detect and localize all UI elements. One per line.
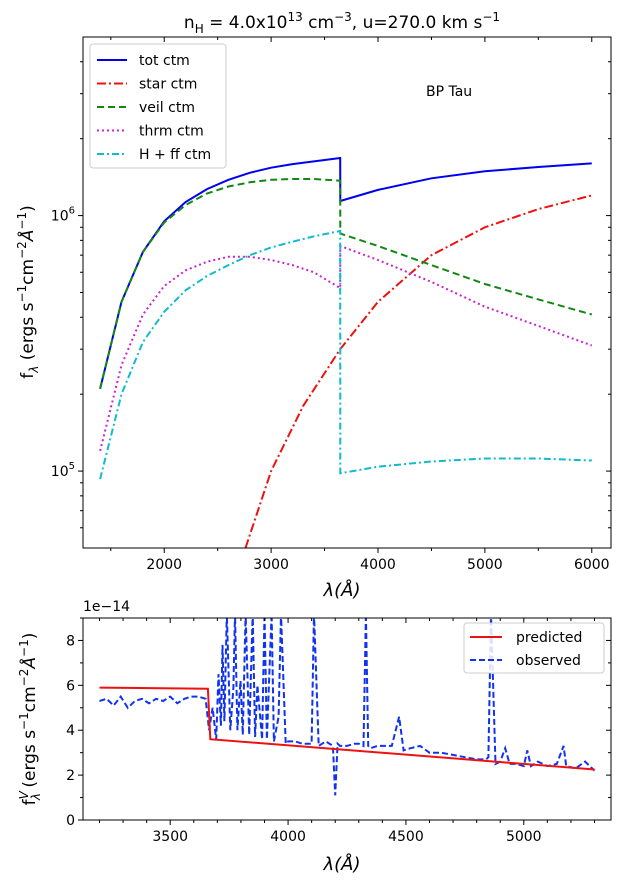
top-series-group — [99, 156, 593, 548]
top-series-line-0 — [99, 156, 592, 390]
bottom-y-tick-label-2: 4 — [66, 723, 75, 739]
bottom-x-label: λ(Å) — [322, 853, 360, 875]
top-chart: nH = 4.0x1013 cm−3, u=270.0 km s−1 2000 3… — [15, 10, 612, 601]
top-legend-label-4: H + ff ctm — [139, 147, 211, 163]
top-legend-box — [89, 43, 227, 169]
bottom-x-tick-label-3: 5000 — [506, 829, 542, 845]
top-series-line-4 — [99, 229, 592, 480]
top-y-tick-label-0: 105 — [51, 461, 75, 480]
top-series-line-2 — [99, 178, 593, 390]
bottom-legend-label-0: predicted — [516, 630, 582, 646]
top-x-tick-label-1: 3000 — [253, 557, 289, 573]
top-chart-title: nH = 4.0x1013 cm−3, u=270.0 km s−1 — [184, 10, 500, 36]
top-legend: tot ctm star ctm veil ctm thrm ctm H + ff ct… — [89, 43, 227, 169]
top-x-tick-label-0: 2000 — [146, 557, 182, 573]
bottom-y-label: fVλ (ergs s−1cm−2Å−1) — [17, 633, 43, 806]
bottom-chart: 1e−14 3500 4000 4500 5000 0 2 4 6 8 λ(Å) fVλ (er… — [17, 599, 612, 875]
top-legend-label-0: tot ctm — [139, 53, 190, 69]
top-axis-ticks: 2000 3000 4000 5000 6000 105 106 — [51, 37, 611, 573]
top-y-label: fλ (ergs s−1cm−2Å−1) — [15, 205, 41, 379]
top-plot-frame — [82, 36, 612, 549]
bottom-series-line-0 — [99, 686, 595, 771]
bottom-offset-text: 1e−14 — [83, 599, 130, 615]
top-x-tick-label-2: 4000 — [360, 557, 396, 573]
bottom-series-line-1 — [99, 618, 596, 796]
top-series-line-1 — [244, 194, 593, 548]
top-legend-label-1: star ctm — [139, 77, 197, 93]
top-x-label: λ(Å) — [322, 579, 360, 601]
bottom-y-tick-label-3: 6 — [66, 678, 75, 694]
bottom-axis-ticks: 3500 4000 4500 5000 0 2 4 6 8 — [66, 617, 611, 845]
top-x-tick-label-3: 5000 — [467, 557, 503, 573]
bottom-y-tick-label-0: 0 — [66, 813, 75, 829]
top-legend-label-3: thrm ctm — [139, 124, 204, 140]
bottom-series-group — [99, 618, 596, 796]
top-y-tick-label-1: 106 — [51, 206, 75, 225]
top-x-tick-label-4: 6000 — [574, 557, 610, 573]
bottom-legend: predicted observed — [463, 622, 605, 674]
bottom-plot-frame — [82, 617, 612, 821]
top-series-line-3 — [99, 244, 593, 452]
top-annotation: BP Tau — [426, 84, 472, 100]
bottom-x-tick-label-0: 3500 — [152, 829, 188, 845]
bottom-y-tick-label-4: 8 — [66, 633, 75, 649]
bottom-legend-label-1: observed — [516, 653, 581, 669]
top-legend-label-2: veil ctm — [139, 100, 195, 116]
bottom-x-tick-label-1: 4000 — [270, 829, 306, 845]
bottom-y-tick-label-1: 2 — [66, 768, 75, 784]
bottom-x-tick-label-2: 4500 — [388, 829, 424, 845]
